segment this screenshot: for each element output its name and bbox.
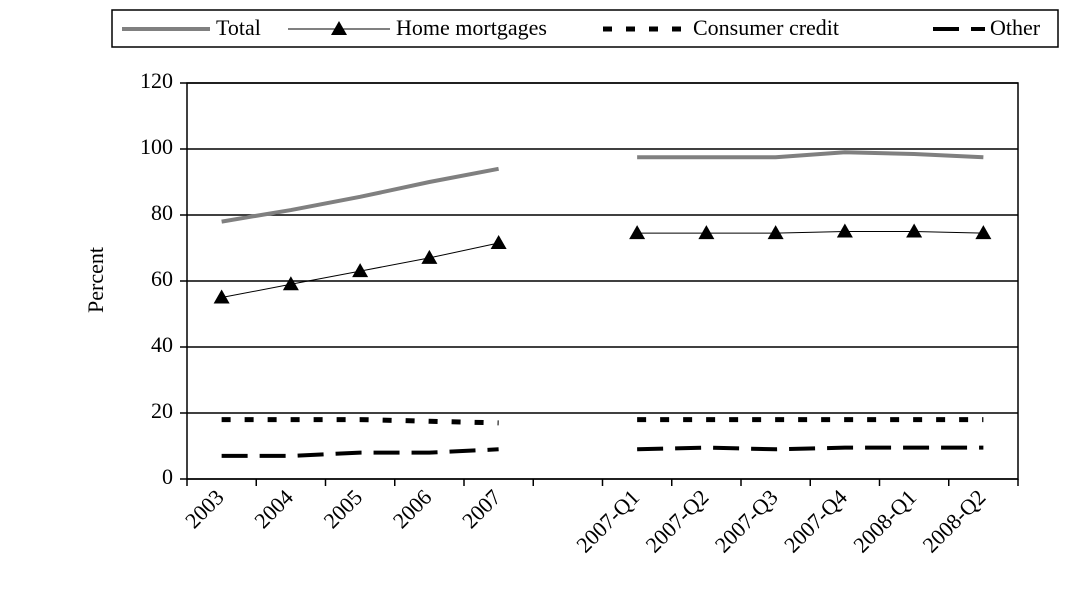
marker — [421, 249, 438, 264]
x-tick-label: 2007-Q4 — [779, 484, 852, 557]
legend-label: Consumer credit — [693, 15, 839, 40]
marker — [490, 235, 507, 250]
x-tick-label: 2007-Q2 — [640, 484, 713, 557]
legend-label: Home mortgages — [396, 15, 547, 40]
series-line — [221, 417, 499, 426]
y-tick-label: 0 — [162, 464, 173, 489]
series-line — [221, 166, 499, 224]
x-tick-label: 2003 — [180, 484, 229, 533]
x-tick-label: 2006 — [388, 484, 437, 533]
marker — [213, 289, 230, 304]
marker — [906, 223, 923, 238]
marker — [698, 225, 715, 240]
y-tick-label: 60 — [151, 266, 173, 291]
series-line — [637, 445, 984, 452]
legend-box — [111, 9, 1059, 48]
x-tick-label: 2004 — [249, 484, 298, 533]
y-tick-label: 100 — [140, 134, 173, 159]
legend-label: Total — [216, 15, 261, 40]
marker — [767, 225, 784, 240]
x-tick-label: 2007 — [457, 484, 506, 533]
y-tick-label: 20 — [151, 398, 173, 423]
marker — [629, 225, 646, 240]
y-tick-label: 80 — [151, 200, 173, 225]
marker — [352, 263, 369, 278]
legend-marker — [331, 21, 347, 35]
x-tick-label: 2007-Q3 — [710, 484, 783, 557]
x-tick-label: 2007-Q1 — [571, 484, 644, 557]
marker — [975, 225, 992, 240]
y-tick-label: 40 — [151, 332, 173, 357]
legend-label: Other — [990, 15, 1041, 40]
x-tick-label: 2008-Q1 — [848, 484, 921, 557]
x-tick-label: 2005 — [318, 484, 367, 533]
series-line — [637, 231, 984, 234]
series-line — [637, 150, 984, 160]
y-tick-label: 120 — [140, 68, 173, 93]
series-line — [221, 447, 499, 458]
x-tick-label: 2008-Q2 — [917, 484, 990, 557]
marker — [836, 223, 853, 238]
y-axis-label: Percent — [83, 247, 108, 313]
marker — [282, 276, 299, 291]
